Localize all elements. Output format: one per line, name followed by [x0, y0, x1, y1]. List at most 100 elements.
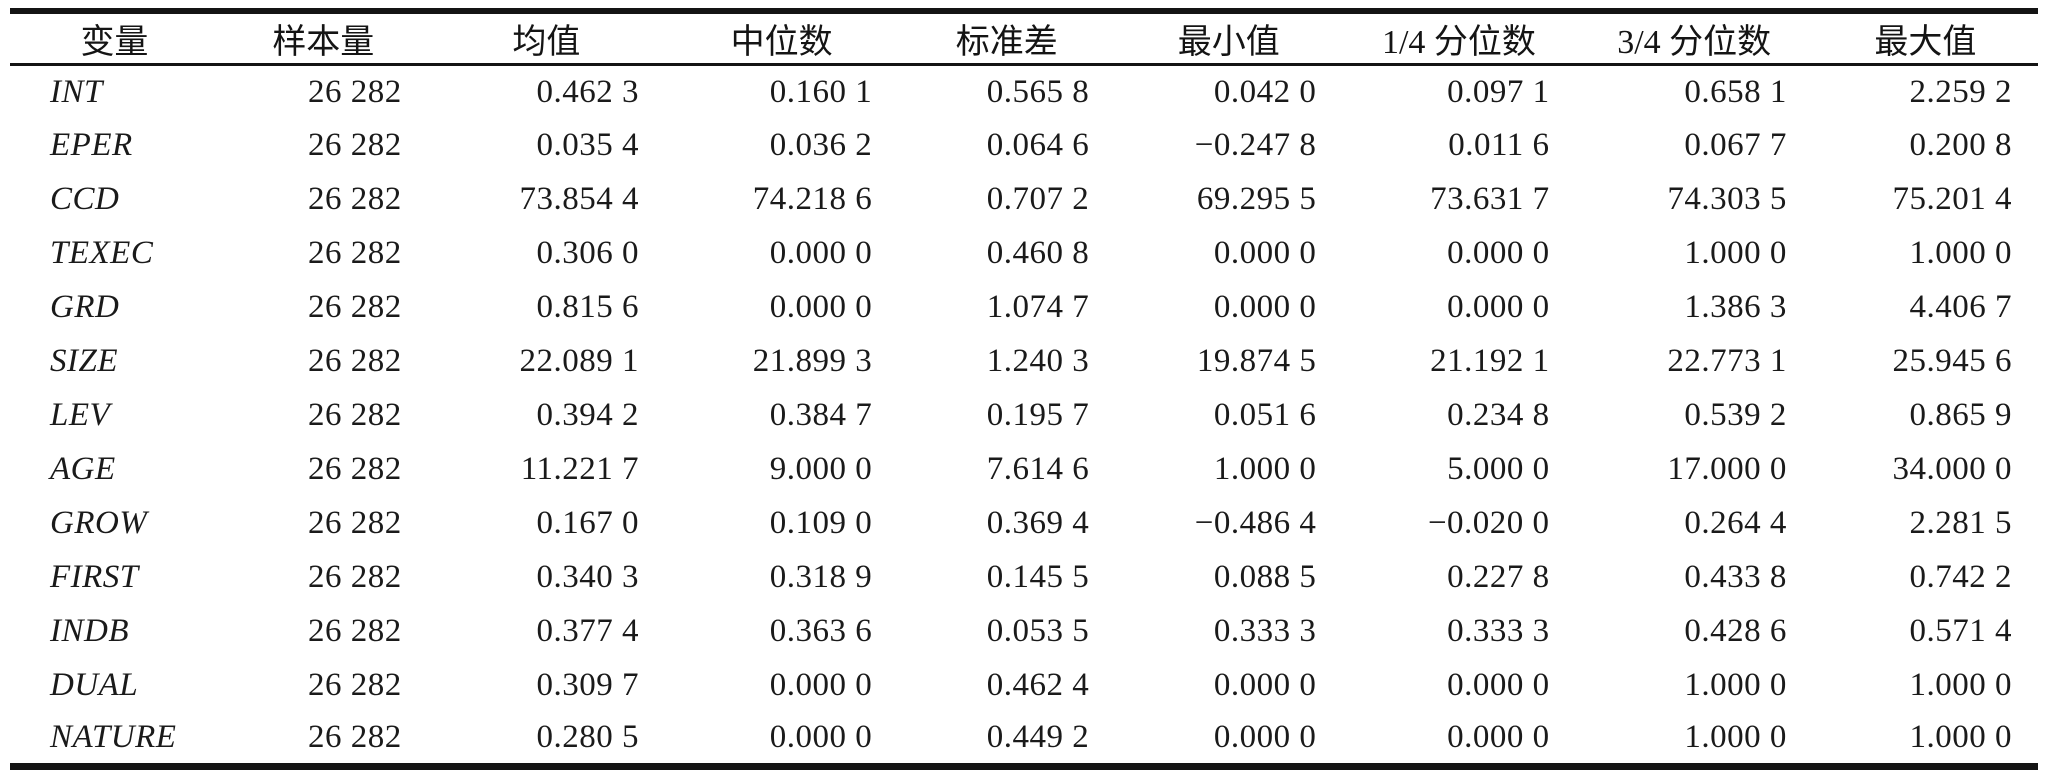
value-cell: 0.462 4: [986, 667, 1090, 703]
value-cell: 5.000 0: [1447, 451, 1550, 487]
value-cell: 0.264 4: [1684, 505, 1787, 541]
value-cell: 0.394 2: [536, 397, 640, 433]
value-cell: 0.067 7: [1684, 127, 1787, 163]
value-cell: 22.089 1: [519, 343, 640, 379]
variable-name-cell: LEV: [50, 397, 111, 433]
column-header-2: 均值: [512, 24, 581, 61]
value-cell: 0.000 0: [1213, 667, 1317, 703]
value-cell: 0.064 6: [986, 127, 1090, 163]
value-cell: 0.318 9: [769, 559, 873, 595]
table-row: GRD 26 282 0.815 6 0.000 0 1.074 7 0.000 0 0.0…: [10, 281, 2038, 335]
variable-name-cell: GROW: [50, 505, 148, 541]
value-cell: 0.377 4: [536, 613, 640, 649]
value-cell: 0.000 0: [1213, 719, 1317, 756]
value-cell: 9.000 0: [769, 451, 873, 487]
value-cell: −0.020 0: [1427, 505, 1550, 541]
table-row: GROW 26 282 0.167 0 0.109 0 0.369 4 −0.486 4 −…: [10, 497, 2038, 551]
value-cell: 0.815 6: [536, 289, 640, 325]
column-header-1: 样本量: [272, 24, 375, 61]
variable-name-cell: CCD: [50, 181, 120, 217]
value-cell: 1.000 0: [1213, 451, 1317, 487]
column-header-8: 最大值: [1874, 24, 1977, 61]
value-cell: 17.000 0: [1667, 451, 1787, 487]
value-cell: 0.088 5: [1213, 559, 1317, 595]
value-cell: 0.000 0: [769, 235, 873, 271]
value-cell: 26 282: [308, 505, 402, 541]
value-cell: 0.200 8: [1909, 127, 2012, 163]
table-row: TEXEC 26 282 0.306 0 0.000 0 0.460 8 0.000 0 0…: [10, 227, 2038, 281]
value-cell: 73.854 4: [519, 181, 640, 217]
table-row: CCD 26 282 73.854 4 74.218 6 0.707 2 69.295 5…: [10, 173, 2038, 227]
value-cell: 0.363 6: [769, 613, 873, 649]
value-cell: 4.406 7: [1909, 289, 2012, 325]
value-cell: 0.865 9: [1909, 397, 2012, 433]
value-cell: 0.145 5: [986, 559, 1090, 595]
value-cell: 0.000 0: [1447, 235, 1550, 271]
value-cell: −0.486 4: [1194, 505, 1317, 541]
table-row: NATURE 26 282 0.280 5 0.000 0 0.449 2 0.000 0…: [10, 713, 2038, 767]
value-cell: 0.042 0: [1213, 73, 1317, 110]
value-cell: 0.742 2: [1909, 559, 2012, 595]
value-cell: 0.000 0: [1213, 235, 1317, 271]
value-cell: 0.571 4: [1909, 613, 2012, 649]
value-cell: 0.234 8: [1447, 397, 1550, 433]
value-cell: 26 282: [308, 667, 402, 703]
value-cell: 0.460 8: [986, 235, 1090, 271]
value-cell: 26 282: [308, 127, 402, 163]
value-cell: 0.707 2: [986, 181, 1090, 217]
column-header-4: 标准差: [955, 24, 1058, 61]
value-cell: 0.280 5: [536, 719, 640, 756]
value-cell: 1.000 0: [1684, 235, 1787, 271]
value-cell: 25.945 6: [1892, 343, 2012, 379]
value-cell: 2.281 5: [1909, 505, 2012, 541]
variable-name-cell: FIRST: [50, 559, 139, 595]
value-cell: 0.000 0: [1213, 289, 1317, 325]
value-cell: 69.295 5: [1196, 181, 1317, 217]
value-cell: 22.773 1: [1667, 343, 1787, 379]
value-cell: 0.000 0: [769, 719, 873, 756]
variable-name-cell: INDB: [50, 613, 129, 649]
value-cell: 26 282: [308, 559, 402, 595]
table-row: DUAL 26 282 0.309 7 0.000 0 0.462 4 0.000 0 0.…: [10, 659, 2038, 713]
value-cell: 0.227 8: [1447, 559, 1550, 595]
value-cell: 26 282: [308, 181, 402, 217]
value-cell: 2.259 2: [1909, 73, 2012, 110]
variable-name-cell: DUAL: [50, 667, 139, 703]
value-cell: 0.109 0: [769, 505, 873, 541]
value-cell: 34.000 0: [1892, 451, 2012, 487]
value-cell: 0.333 3: [1213, 613, 1317, 649]
value-cell: 26 282: [308, 343, 402, 379]
column-header-7: 3/4 分位数: [1617, 24, 1772, 61]
value-cell: 26 282: [308, 397, 402, 433]
table-row: INT 26 282 0.462 3 0.160 1 0.565 8 0.042 0 0.0…: [10, 65, 2038, 119]
value-cell: 0.195 7: [986, 397, 1090, 433]
value-cell: 0.384 7: [769, 397, 873, 433]
column-header-5: 最小值: [1177, 24, 1280, 61]
value-cell: 0.011 6: [1448, 127, 1550, 163]
value-cell: −0.247 8: [1194, 127, 1317, 163]
table-row: SIZE 26 282 22.089 1 21.899 3 1.240 3 19.874 …: [10, 335, 2038, 389]
table-row: LEV 26 282 0.394 2 0.384 7 0.195 7 0.051 6 0.2…: [10, 389, 2038, 443]
value-cell: 1.000 0: [1684, 719, 1787, 756]
value-cell: 0.658 1: [1684, 73, 1787, 110]
value-cell: 0.340 3: [536, 559, 640, 595]
value-cell: 1.000 0: [1909, 235, 2012, 271]
value-cell: 0.333 3: [1447, 613, 1550, 649]
value-cell: 74.303 5: [1667, 181, 1787, 217]
value-cell: 0.433 8: [1684, 559, 1787, 595]
value-cell: 0.000 0: [1447, 289, 1550, 325]
value-cell: 0.000 0: [1447, 719, 1550, 756]
value-cell: 11.221 7: [520, 451, 640, 487]
value-cell: 0.097 1: [1447, 73, 1550, 110]
value-cell: 0.565 8: [986, 73, 1090, 110]
table-body: INT 26 282 0.462 3 0.160 1 0.565 8 0.042 0 0.0…: [10, 65, 2038, 767]
value-cell: 0.000 0: [1447, 667, 1550, 703]
value-cell: 0.462 3: [536, 73, 640, 110]
value-cell: 74.218 6: [752, 181, 873, 217]
variable-name-cell: SIZE: [50, 343, 118, 379]
value-cell: 19.874 5: [1196, 343, 1317, 379]
value-cell: 0.035 4: [536, 127, 640, 163]
value-cell: 0.036 2: [769, 127, 873, 163]
value-cell: 26 282: [308, 719, 402, 756]
